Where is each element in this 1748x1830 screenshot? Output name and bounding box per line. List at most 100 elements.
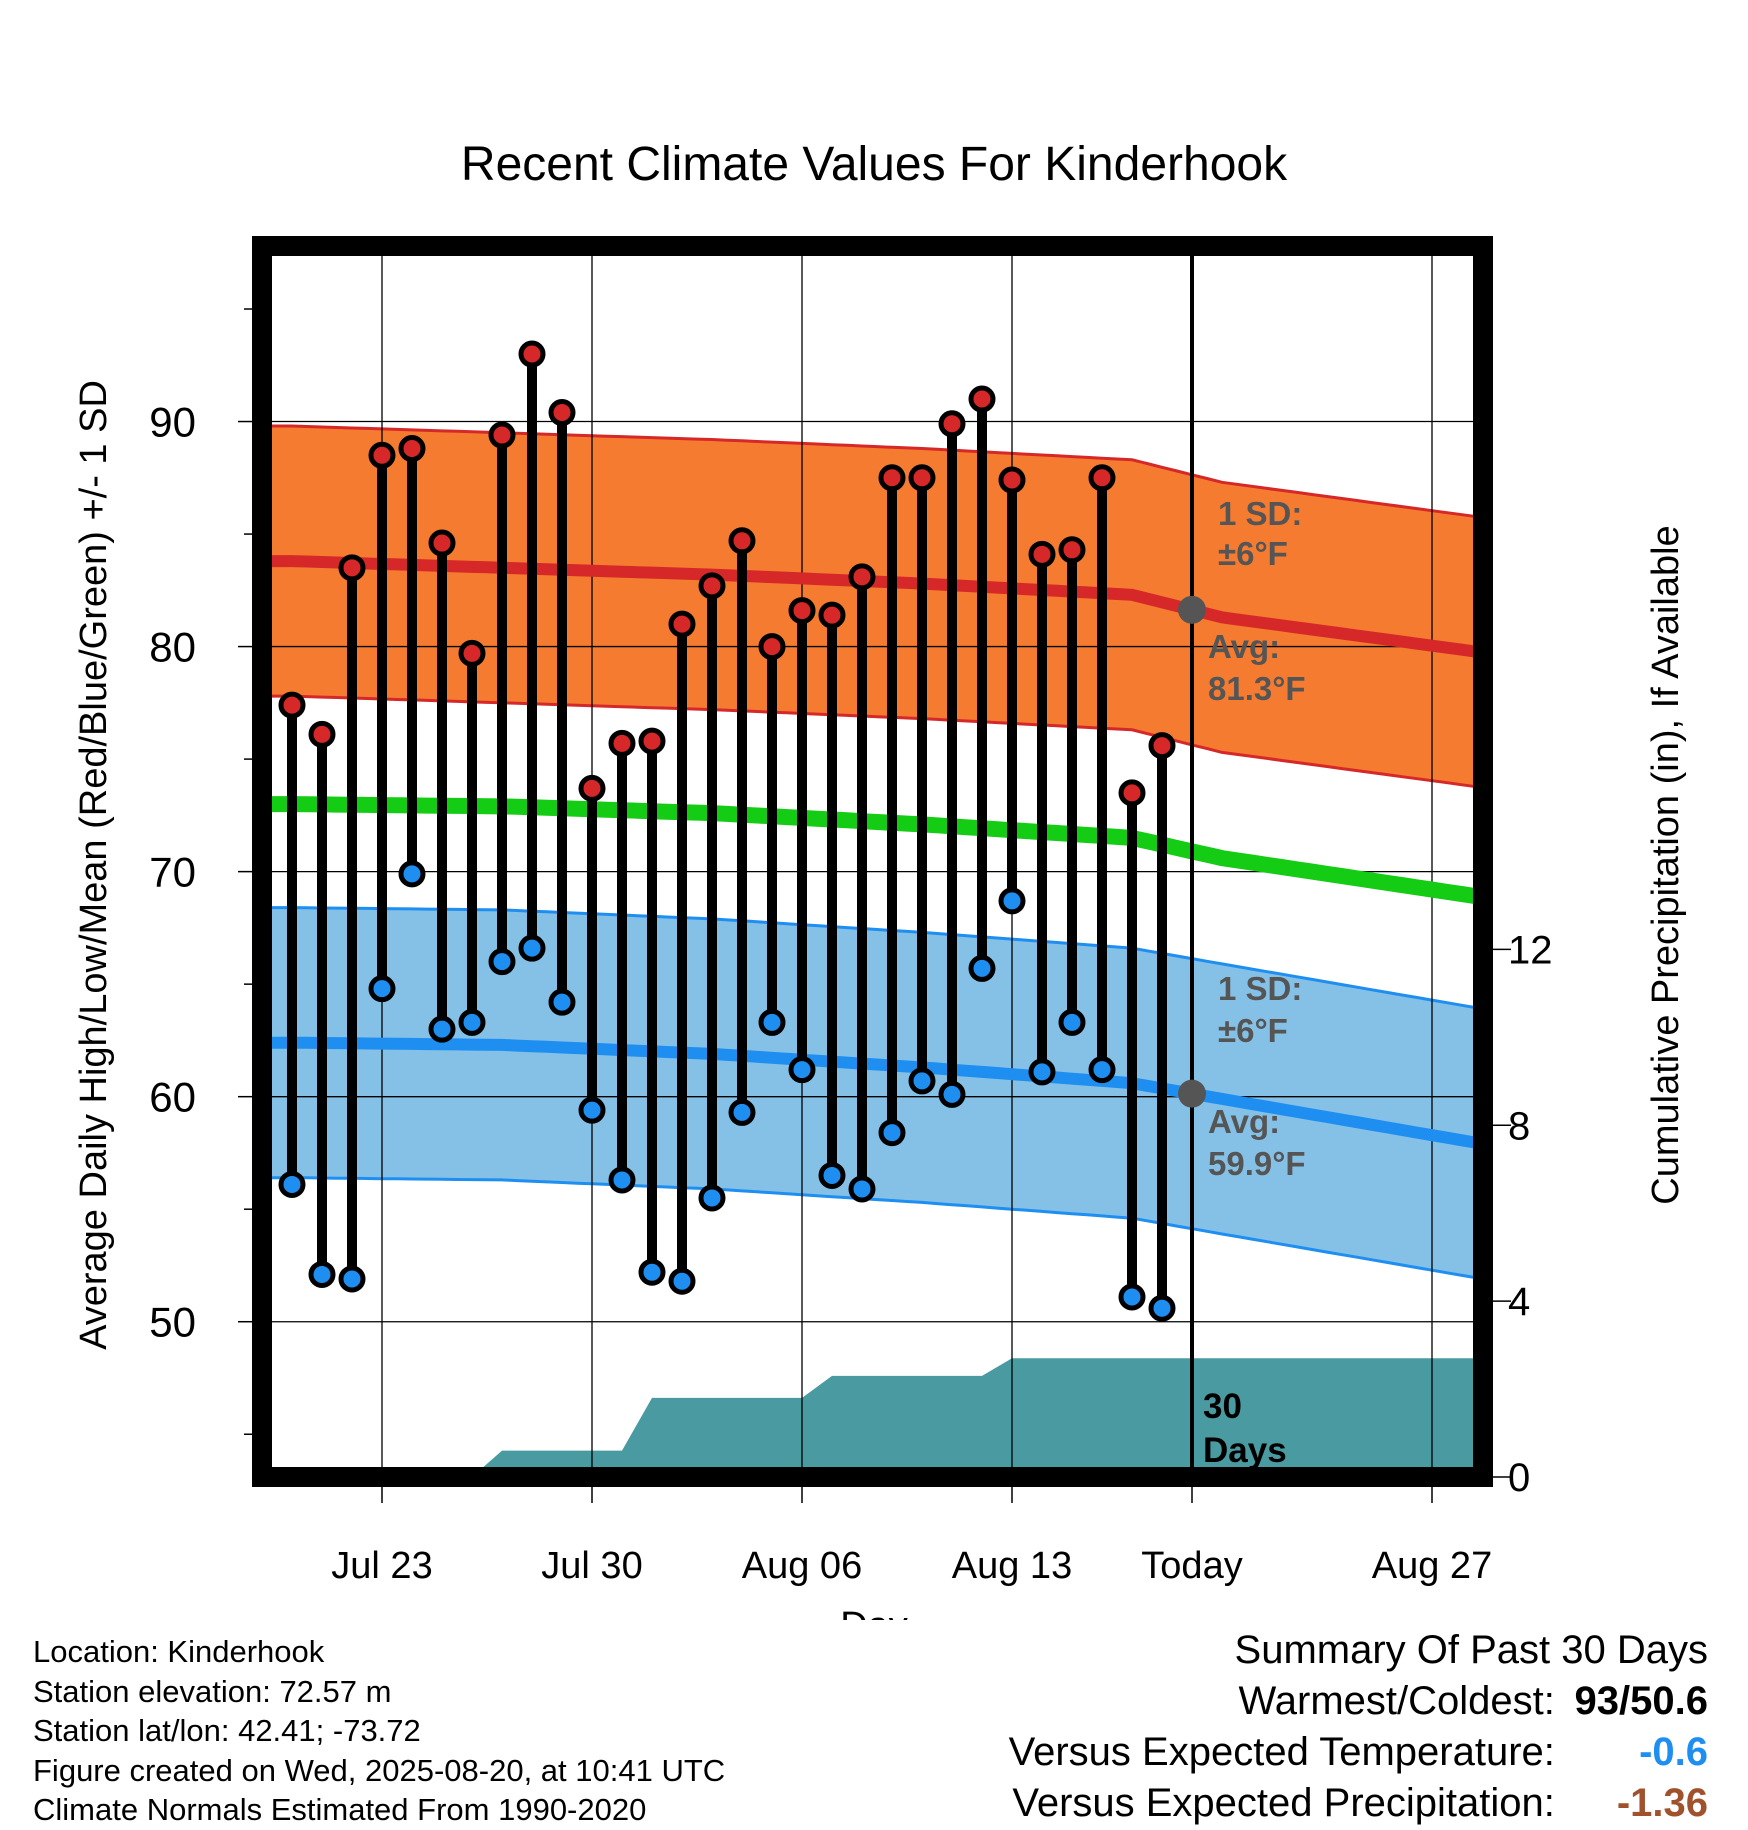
x-tick-label-today: Today [1141,1545,1242,1587]
daily-high-point-19 [818,601,846,629]
precipitation-area [472,1358,1483,1477]
today-high-avg-marker [1178,595,1206,624]
y-right-tick-label-4: 4 [1508,1280,1530,1324]
daily-low-point-3 [338,1265,366,1293]
daily-high-point-10 [548,399,576,427]
normal-mean-line [262,796,1479,905]
low-sd-label: 1 SD: [1218,970,1302,1007]
summary-warm-cold: Warmest/Coldest: 93/50.6 [1009,1676,1709,1727]
daily-low-point-7 [458,1008,486,1036]
daily-low-point-2 [308,1260,336,1288]
daily-high-point-24 [968,385,996,413]
x-tick-label-aug-06: Aug 06 [742,1545,862,1587]
y-left-tick-label-60: 60 [149,1074,196,1121]
y-right-tick-label-8: 8 [1508,1104,1530,1148]
daily-high-point-9 [518,340,546,368]
low-avg-value: 59.9°F [1208,1145,1306,1182]
daily-high-point-4 [368,441,396,469]
low-avg-label: Avg: [1208,1103,1280,1140]
daily-high-point-3 [338,554,366,582]
daily-low-point-30 [1148,1294,1176,1322]
precip-cumulative-area [472,1358,1483,1477]
daily-low-point-27 [1058,1008,1086,1036]
temp-value: -0.6 [1639,1730,1708,1774]
high-sd-band-upper-edge [262,424,1478,519]
daily-high-point-2 [308,720,336,748]
x-tick-label-jul-23: Jul 23 [331,1545,432,1587]
daily-high-point-12 [608,729,636,757]
low-sd-band-upper-edge [262,906,1478,1010]
daily-low-point-4 [368,975,396,1003]
daily-low-point-10 [548,988,576,1016]
precip-label: Versus Expected Precipitation: [1012,1781,1555,1825]
daily-low-point-25 [998,887,1026,915]
daily-low-point-23 [938,1080,966,1108]
precip-value: -1.36 [1616,1781,1708,1825]
today-days-label-line-2: Days [1203,1431,1287,1470]
daily-high-point-27 [1058,536,1086,564]
daily-low-point-5 [398,860,426,888]
annotations: 1 SD: ±6°F Avg: 81.3°F 1 SD: ±6°F Avg: 5… [1203,495,1306,1470]
summary-temperature: Versus Expected Temperature: -0.6 [1009,1727,1708,1778]
x-axis-label: Day [840,1605,908,1620]
daily-low-point-22 [908,1067,936,1095]
daily-low-point-29 [1118,1283,1146,1311]
daily-low-point-8 [488,948,516,976]
daily-high-point-25 [998,466,1026,494]
daily-high-point-1 [278,691,306,719]
climate-chart: Recent Climate Values For Kinderhook 1 S… [73,138,1687,1620]
daily-low-point-11 [578,1096,606,1124]
high-sd-band-lower-edge [262,694,1478,789]
normal-lines [262,246,1479,1477]
daily-low-point-19 [818,1161,846,1189]
info-latlon: Station lat/lon: 42.41; -73.72 [33,1713,421,1748]
daily-high-point-15 [698,572,726,600]
y-left-tick-label-80: 80 [149,624,196,671]
y-left-tick-label-50: 50 [149,1299,196,1346]
daily-low-point-26 [1028,1058,1056,1086]
daily-low-point-28 [1088,1056,1116,1084]
temp-label: Versus Expected Temperature: [1008,1730,1555,1774]
daily-low-point-9 [518,934,546,962]
daily-low-point-15 [698,1184,726,1212]
warm-cold-value: 93/50.6 [1574,1679,1708,1723]
daily-high-point-23 [938,410,966,438]
x-tick-label-jul-30: Jul 30 [541,1545,642,1587]
plot-frame [252,236,1493,1487]
daily-low-point-14 [668,1267,696,1295]
summary-heading: Summary Of Past 30 Days [1234,1628,1708,1672]
today-days-label: 30 Days [1203,1387,1287,1470]
daily-low-point-17 [758,1008,786,1036]
normal-low-line [262,1036,1479,1149]
y-left-tick-label-90: 90 [149,399,196,446]
daily-high-point-8 [488,421,516,449]
daily-high-point-18 [788,597,816,625]
y-axis-right-label: Cumulative Precipitation (in), If Availa… [1645,525,1687,1204]
summary-precipitation: Versus Expected Precipitation: -1.36 [1009,1778,1708,1829]
daily-low-point-21 [878,1119,906,1147]
daily-high-point-17 [758,633,786,661]
y-left-tick-label-70: 70 [149,849,196,896]
daily-high-point-20 [848,563,876,591]
warm-cold-label: Warmest/Coldest: [1238,1679,1555,1723]
daily-high-point-29 [1118,779,1146,807]
daily-high-point-26 [1028,540,1056,568]
daily-low-point-18 [788,1056,816,1084]
today-days-label-line-1: 30 [1203,1387,1242,1426]
today-low-avg-marker [1178,1079,1206,1108]
daily-low-point-12 [608,1166,636,1194]
x-tick-label-aug-27: Aug 27 [1372,1545,1492,1587]
daily-high-point-28 [1088,464,1116,492]
daily-high-point-11 [578,774,606,802]
y-axis-left-label: Average Daily High/Low/Mean (Red/Blue/Gr… [73,380,115,1350]
daily-high-point-13 [638,727,666,755]
daily-low-point-16 [728,1098,756,1126]
daily-high-point-14 [668,610,696,638]
plot-border [252,236,1493,1487]
daily-high-point-22 [908,464,936,492]
summary-panel: Summary Of Past 30 Days Warmest/Coldest:… [1009,1625,1708,1829]
station-info: Location: Kinderhook Station elevation: … [33,1632,725,1830]
x-tick-label-aug-13: Aug 13 [952,1545,1072,1587]
high-avg-value: 81.3°F [1208,670,1306,707]
daily-low-point-24 [968,954,996,982]
